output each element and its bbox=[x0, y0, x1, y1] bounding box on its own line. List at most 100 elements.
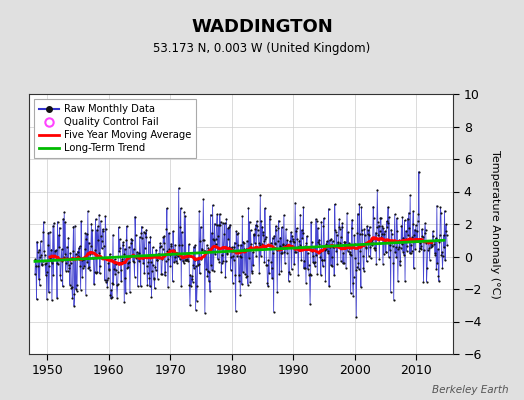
Point bbox=[129, 246, 138, 252]
Point bbox=[242, 246, 250, 253]
Point bbox=[344, 229, 352, 236]
Point bbox=[142, 226, 150, 233]
Point bbox=[235, 278, 244, 284]
Point bbox=[401, 236, 410, 242]
Point bbox=[100, 255, 108, 261]
Point bbox=[52, 247, 60, 253]
Point bbox=[387, 226, 395, 233]
Point bbox=[71, 222, 79, 229]
Point bbox=[372, 261, 380, 267]
Point bbox=[296, 211, 304, 218]
Point bbox=[284, 242, 292, 249]
Point bbox=[137, 223, 146, 230]
Point bbox=[268, 235, 277, 241]
Point bbox=[281, 260, 289, 266]
Point bbox=[356, 248, 365, 254]
Point bbox=[357, 284, 365, 290]
Point bbox=[276, 234, 285, 241]
Point bbox=[283, 250, 291, 256]
Point bbox=[64, 234, 72, 241]
Point bbox=[111, 270, 119, 277]
Point bbox=[368, 236, 376, 243]
Point bbox=[372, 230, 380, 236]
Point bbox=[276, 243, 284, 249]
Point bbox=[53, 295, 61, 301]
Point bbox=[215, 211, 224, 217]
Point bbox=[187, 276, 195, 282]
Point bbox=[256, 192, 265, 198]
Point bbox=[184, 258, 192, 264]
Point bbox=[244, 281, 252, 288]
Point bbox=[155, 254, 163, 261]
Point bbox=[143, 282, 151, 288]
Point bbox=[172, 250, 181, 256]
Point bbox=[166, 263, 174, 270]
Point bbox=[311, 263, 319, 269]
Point bbox=[244, 204, 253, 211]
Point bbox=[158, 270, 166, 277]
Point bbox=[402, 228, 410, 234]
Point bbox=[32, 263, 40, 269]
Point bbox=[286, 238, 294, 244]
Point bbox=[114, 269, 122, 275]
Point bbox=[228, 246, 236, 252]
Point bbox=[117, 257, 126, 264]
Point bbox=[391, 244, 400, 251]
Point bbox=[405, 225, 413, 231]
Point bbox=[50, 254, 59, 260]
Point bbox=[39, 218, 48, 225]
Point bbox=[178, 242, 187, 248]
Point bbox=[136, 234, 144, 240]
Point bbox=[185, 282, 194, 288]
Point bbox=[179, 258, 187, 264]
Point bbox=[328, 253, 336, 260]
Point bbox=[427, 240, 435, 246]
Point bbox=[416, 240, 424, 246]
Point bbox=[40, 248, 48, 254]
Point bbox=[208, 267, 216, 273]
Point bbox=[62, 260, 70, 266]
Point bbox=[362, 244, 370, 250]
Point bbox=[441, 257, 449, 264]
Point bbox=[300, 258, 309, 264]
Point bbox=[70, 291, 79, 297]
Point bbox=[299, 204, 308, 210]
Point bbox=[272, 247, 281, 254]
Point bbox=[316, 254, 324, 260]
Point bbox=[181, 257, 189, 263]
Point bbox=[108, 294, 116, 300]
Point bbox=[128, 252, 136, 258]
Point bbox=[159, 234, 168, 241]
Point bbox=[429, 228, 437, 234]
Point bbox=[115, 248, 123, 254]
Y-axis label: Temperature Anomaly (°C): Temperature Anomaly (°C) bbox=[490, 150, 500, 298]
Point bbox=[134, 283, 142, 290]
Point bbox=[422, 278, 431, 285]
Point bbox=[193, 283, 201, 290]
Point bbox=[412, 228, 421, 234]
Point bbox=[377, 215, 385, 222]
Point bbox=[369, 203, 377, 210]
Point bbox=[262, 262, 270, 268]
Point bbox=[71, 286, 80, 292]
Point bbox=[201, 310, 209, 316]
Point bbox=[184, 253, 193, 259]
Point bbox=[318, 256, 326, 263]
Point bbox=[230, 244, 238, 250]
Point bbox=[113, 295, 121, 302]
Point bbox=[189, 244, 198, 250]
Point bbox=[64, 262, 73, 268]
Point bbox=[137, 283, 145, 290]
Point bbox=[139, 229, 148, 235]
Point bbox=[311, 258, 320, 265]
Point bbox=[109, 232, 117, 238]
Point bbox=[280, 212, 288, 218]
Point bbox=[133, 249, 141, 255]
Point bbox=[292, 228, 300, 234]
Point bbox=[141, 234, 150, 240]
Point bbox=[442, 221, 450, 228]
Point bbox=[246, 227, 255, 233]
Point bbox=[138, 235, 146, 241]
Point bbox=[172, 251, 180, 257]
Point bbox=[60, 254, 68, 261]
